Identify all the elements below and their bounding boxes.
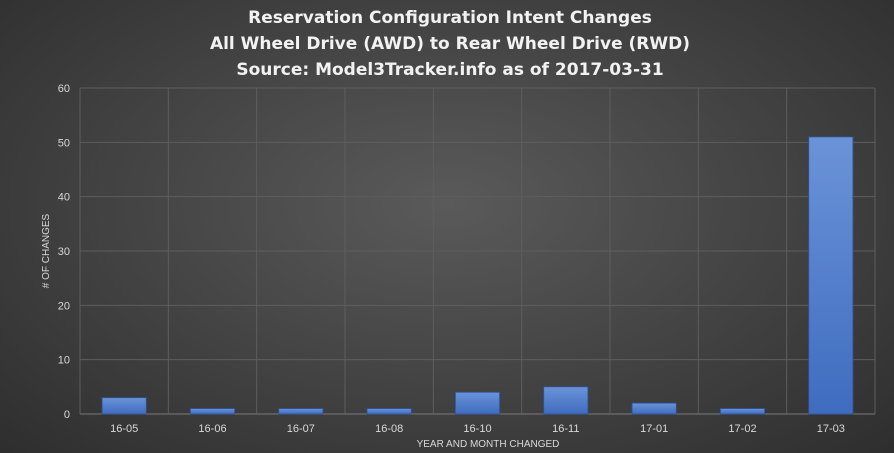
bar-17-02 <box>720 408 765 415</box>
bar-16-08 <box>366 408 412 415</box>
x-tick-label: 16-10 <box>463 423 491 435</box>
bar-16-10 <box>455 391 500 415</box>
x-tick-label: 17-03 <box>817 423 845 435</box>
x-axis-label: YEAR AND MONTH CHANGED <box>417 439 560 450</box>
bar-16-05 <box>101 397 147 415</box>
bar-16-11 <box>543 386 589 415</box>
y-tick-label: 40 <box>58 192 70 204</box>
y-tick-label: 20 <box>58 300 70 312</box>
y-tick-label: 30 <box>58 246 70 258</box>
y-tick-label: 0 <box>64 409 70 421</box>
x-tick-label: 16-07 <box>287 423 315 435</box>
x-tick-label: 17-01 <box>640 423 668 435</box>
x-tick-label: 16-06 <box>198 423 226 435</box>
y-tick-label: 10 <box>58 355 70 367</box>
y-tick-label: 60 <box>58 83 70 95</box>
bar-17-01 <box>631 402 677 415</box>
y-axis-label: # OF CHANGES <box>41 213 52 288</box>
chart-title-line-2: All Wheel Drive (AWD) to Rear Wheel Driv… <box>210 34 690 54</box>
x-tick-label: 16-08 <box>375 423 403 435</box>
x-tick-label: 16-05 <box>110 423 138 435</box>
chart-title-line-3: Source: Model3Tracker.info as of 2017-03… <box>236 60 663 80</box>
x-axis-ticks: 16-05 16-06 16-07 16-08 16-10 16-11 17-01 17-02… <box>110 423 845 435</box>
y-axis-ticks: 0 10 20 30 40 50 60 <box>58 83 70 421</box>
chart-title: Reservation Configuration Intent Changes… <box>210 8 690 80</box>
bars <box>101 136 854 415</box>
x-tick-label: 17-02 <box>728 423 756 435</box>
bar-16-07 <box>278 408 324 415</box>
gridlines <box>79 87 876 415</box>
bar-17-03 <box>808 136 854 415</box>
bar-16-06 <box>190 408 235 415</box>
chart-title-line-1: Reservation Configuration Intent Changes <box>248 8 652 28</box>
y-tick-label: 50 <box>58 137 70 149</box>
x-tick-label: 16-11 <box>552 423 579 435</box>
